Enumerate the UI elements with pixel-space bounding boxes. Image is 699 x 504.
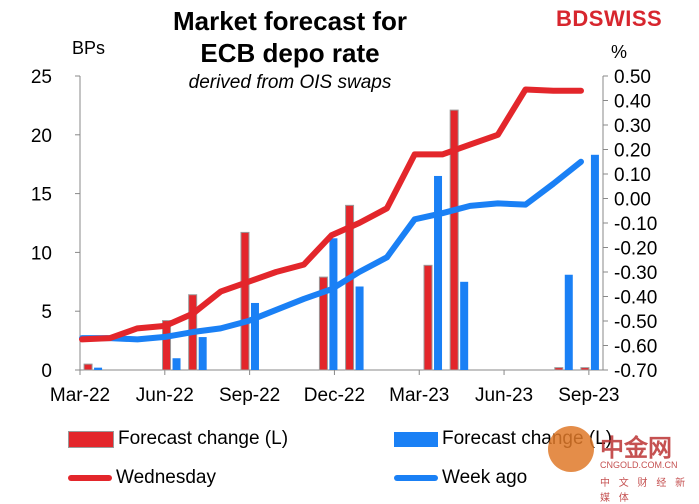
bar-forecast-change-blue [355,286,364,370]
chart-subtitle: derived from OIS swaps [188,72,392,93]
watermark-sub: CNGOLD.COM.CN [600,460,678,470]
right-tick-label: -0.20 [614,239,657,260]
right-tick-label: 0.20 [614,141,651,162]
right-axis-unit: % [611,42,628,62]
right-tick-label: -0.50 [614,312,657,333]
bar-forecast-change-blue [564,274,573,370]
legend-label-red-bar: Forecast change (L) [118,428,289,449]
bar-forecast-change-red [580,367,590,371]
chart-title-line1: Market forecast for [172,6,408,36]
bar-forecast-change-red [449,109,459,371]
bar-forecast-change-blue [460,281,469,370]
legend-swatch-blue-line [394,475,438,481]
legend-swatch-red-bar [68,430,114,448]
x-tick-label: Jun-22 [136,385,194,406]
bar-forecast-change-blue [590,154,599,370]
x-tick-label: Sep-23 [558,385,619,406]
left-tick-label: 20 [31,126,52,147]
left-tick-label: 25 [31,67,52,88]
right-tick-label: 0.50 [614,67,651,88]
line-week-ago [79,158,584,343]
watermark: 中金网 CNGOLD.COM.CN 中 文 财 经 新 媒 体 [540,420,690,504]
x-tick-label: Mar-23 [389,385,449,406]
legend-line-blue: Week ago [394,467,527,489]
x-tick-label: Jun-23 [475,385,533,406]
right-tick-label: 0.30 [614,116,651,137]
right-tick-label: -0.40 [614,288,657,309]
left-axis-unit: BPs [72,38,106,58]
bar-forecast-change-red [83,363,93,371]
right-tick-label: -0.60 [614,337,657,358]
left-tick-label: 5 [41,302,52,323]
x-tick-label: Sep-22 [219,385,280,406]
right-tick-label: -0.10 [614,214,657,235]
bar-forecast-change-red [423,264,433,371]
left-tick-label: 0 [41,361,52,382]
legend-label-blue-line: Week ago [442,467,528,488]
right-tick-label: 0.10 [614,165,651,186]
bar-forecast-change-blue [172,358,181,370]
watermark-main: 中金网 [600,435,672,462]
watermark-logo-icon [548,426,594,472]
bar-forecast-change-red [318,276,328,371]
chart-title-line2: ECB depo rate [200,38,380,68]
bar-forecast-change-blue [94,367,103,370]
line-wednesday [79,86,584,343]
x-tick-label: Dec-22 [304,385,365,406]
legend-label-red-line: Wednesday [116,467,216,488]
bar-forecast-change-blue [198,337,207,370]
watermark-sub2: 中 文 财 经 新 媒 体 [600,478,689,504]
bar-forecast-change-red [162,320,172,371]
left-tick-label: 15 [31,185,52,206]
right-tick-label: 0.00 [614,190,651,211]
legend-swatch-blue-bar [394,431,438,447]
bar-forecast-change-blue [250,302,259,370]
legend-line-red: Wednesday [68,467,216,489]
legend-bar-red: Forecast change (L) [68,428,288,450]
bar-forecast-change-red [345,204,355,371]
bar-forecast-change-blue [329,238,338,370]
left-tick-label: 10 [31,243,52,264]
right-tick-label: -0.30 [614,263,657,284]
bdswiss-logo: BDSWISS [556,6,663,31]
x-tick-label: Mar-22 [50,385,110,406]
right-tick-label: -0.70 [614,361,657,382]
bar-forecast-change-red [240,231,250,371]
bar-forecast-change-red [554,367,564,371]
right-tick-label: 0.40 [614,92,651,113]
legend-swatch-red-line [68,475,112,481]
bar-forecast-change-blue [434,175,443,370]
